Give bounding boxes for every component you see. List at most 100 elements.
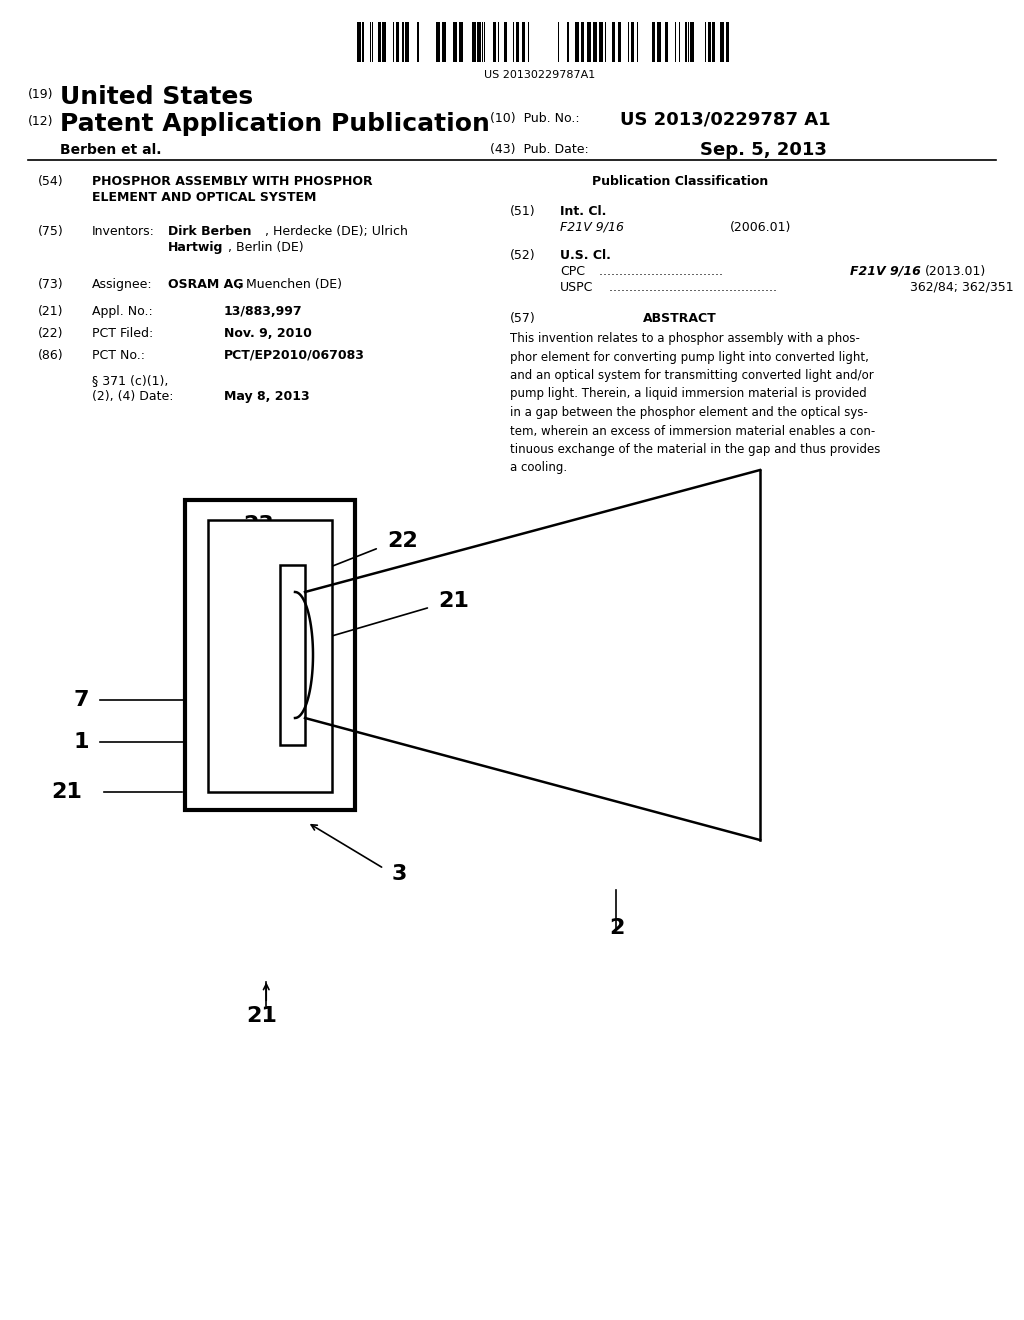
Text: This invention relates to a phosphor assembly with a phos-
phor element for conv: This invention relates to a phosphor ass… [510, 333, 881, 474]
Text: Hartwig: Hartwig [168, 242, 223, 253]
Text: 7: 7 [74, 689, 89, 710]
Bar [522, 22, 525, 62]
Bar [382, 22, 386, 62]
Text: 23: 23 [244, 515, 274, 536]
Text: PHOSPHOR ASSEMBLY WITH PHOSPHOR: PHOSPHOR ASSEMBLY WITH PHOSPHOR [92, 176, 373, 187]
Bar [631, 22, 634, 62]
Text: (73): (73) [38, 279, 63, 290]
Text: PCT No.:: PCT No.: [92, 348, 145, 362]
Text: 21: 21 [438, 590, 469, 611]
Bar [442, 22, 446, 62]
Text: 13/883,997: 13/883,997 [224, 305, 303, 318]
Text: (54): (54) [38, 176, 63, 187]
Text: PCT Filed:: PCT Filed: [92, 327, 154, 341]
Bar [357, 22, 361, 62]
Bar [406, 22, 409, 62]
Text: United States: United States [60, 84, 253, 110]
Text: (86): (86) [38, 348, 63, 362]
Text: 362/84; 362/351: 362/84; 362/351 [910, 281, 1014, 294]
Text: Berben et al.: Berben et al. [60, 143, 162, 157]
Text: (75): (75) [38, 224, 63, 238]
Text: , Muenchen (DE): , Muenchen (DE) [238, 279, 342, 290]
Text: ..........................................: ........................................… [605, 281, 777, 294]
Text: ELEMENT AND OPTICAL SYSTEM: ELEMENT AND OPTICAL SYSTEM [92, 191, 316, 205]
Bar [504, 22, 507, 62]
Text: Int. Cl.: Int. Cl. [560, 205, 606, 218]
Bar [665, 22, 668, 62]
Bar [436, 22, 440, 62]
Bar [280, 565, 305, 744]
Bar [417, 22, 419, 62]
Text: 22: 22 [387, 531, 418, 552]
Text: Publication Classification: Publication Classification [592, 176, 768, 187]
Bar [712, 22, 715, 62]
Bar [726, 22, 729, 62]
Text: (22): (22) [38, 327, 63, 341]
Text: 21: 21 [246, 1006, 276, 1027]
Text: (2006.01): (2006.01) [730, 220, 792, 234]
Text: US 2013/0229787 A1: US 2013/0229787 A1 [620, 110, 830, 128]
Text: CPC: CPC [560, 265, 585, 279]
Bar [657, 22, 662, 62]
Bar [685, 22, 687, 62]
Text: USPC: USPC [560, 281, 593, 294]
Text: Appl. No.:: Appl. No.: [92, 305, 153, 318]
Text: Patent Application Publication: Patent Application Publication [60, 112, 489, 136]
Text: Dirk Berben: Dirk Berben [168, 224, 252, 238]
Text: (21): (21) [38, 305, 63, 318]
Text: (57): (57) [510, 312, 536, 325]
Text: § 371 (c)(1),: § 371 (c)(1), [92, 374, 168, 387]
Bar [612, 22, 615, 62]
Bar [599, 22, 603, 62]
Text: U.S. Cl.: U.S. Cl. [560, 249, 611, 261]
Bar [652, 22, 655, 62]
Text: (19): (19) [28, 88, 53, 102]
Text: ...............................: ............................... [595, 265, 723, 279]
Bar [402, 22, 404, 62]
Text: F21V 9/16: F21V 9/16 [850, 265, 921, 279]
Bar [472, 22, 476, 62]
Text: , Berlin (DE): , Berlin (DE) [228, 242, 304, 253]
Bar [477, 22, 481, 62]
Text: Assignee:: Assignee: [92, 279, 153, 290]
Bar [493, 22, 496, 62]
Text: 1: 1 [74, 731, 89, 752]
Text: May 8, 2013: May 8, 2013 [224, 389, 309, 403]
Text: 3: 3 [391, 863, 407, 884]
Text: PCT/EP2010/067083: PCT/EP2010/067083 [224, 348, 365, 362]
Bar [516, 22, 519, 62]
Bar [690, 22, 694, 62]
Bar [593, 22, 597, 62]
Bar [581, 22, 584, 62]
Text: Nov. 9, 2010: Nov. 9, 2010 [224, 327, 312, 341]
Bar [587, 22, 591, 62]
Text: (2013.01): (2013.01) [925, 265, 986, 279]
Bar [453, 22, 457, 62]
Bar [459, 22, 463, 62]
Text: (51): (51) [510, 205, 536, 218]
Bar [720, 22, 724, 62]
Bar [396, 22, 399, 62]
Bar [362, 22, 364, 62]
Text: Inventors:: Inventors: [92, 224, 155, 238]
Text: , Herdecke (DE); Ulrich: , Herdecke (DE); Ulrich [265, 224, 408, 238]
Bar [378, 22, 381, 62]
Text: 21: 21 [51, 781, 82, 803]
Bar [208, 520, 332, 792]
Text: 2: 2 [609, 917, 625, 939]
Bar [708, 22, 711, 62]
Text: (10)  Pub. No.:: (10) Pub. No.: [490, 112, 580, 125]
Text: (43)  Pub. Date:: (43) Pub. Date: [490, 143, 589, 156]
Text: ABSTRACT: ABSTRACT [643, 312, 717, 325]
Text: (12): (12) [28, 115, 53, 128]
Text: US 20130229787A1: US 20130229787A1 [484, 70, 596, 81]
Bar [185, 500, 355, 810]
Bar [567, 22, 569, 62]
Text: (2), (4) Date:: (2), (4) Date: [92, 389, 173, 403]
Text: OSRAM AG: OSRAM AG [168, 279, 244, 290]
Text: (52): (52) [510, 249, 536, 261]
Text: Sep. 5, 2013: Sep. 5, 2013 [700, 141, 826, 158]
Bar [618, 22, 621, 62]
Bar [575, 22, 579, 62]
Text: F21V 9/16: F21V 9/16 [560, 220, 624, 234]
